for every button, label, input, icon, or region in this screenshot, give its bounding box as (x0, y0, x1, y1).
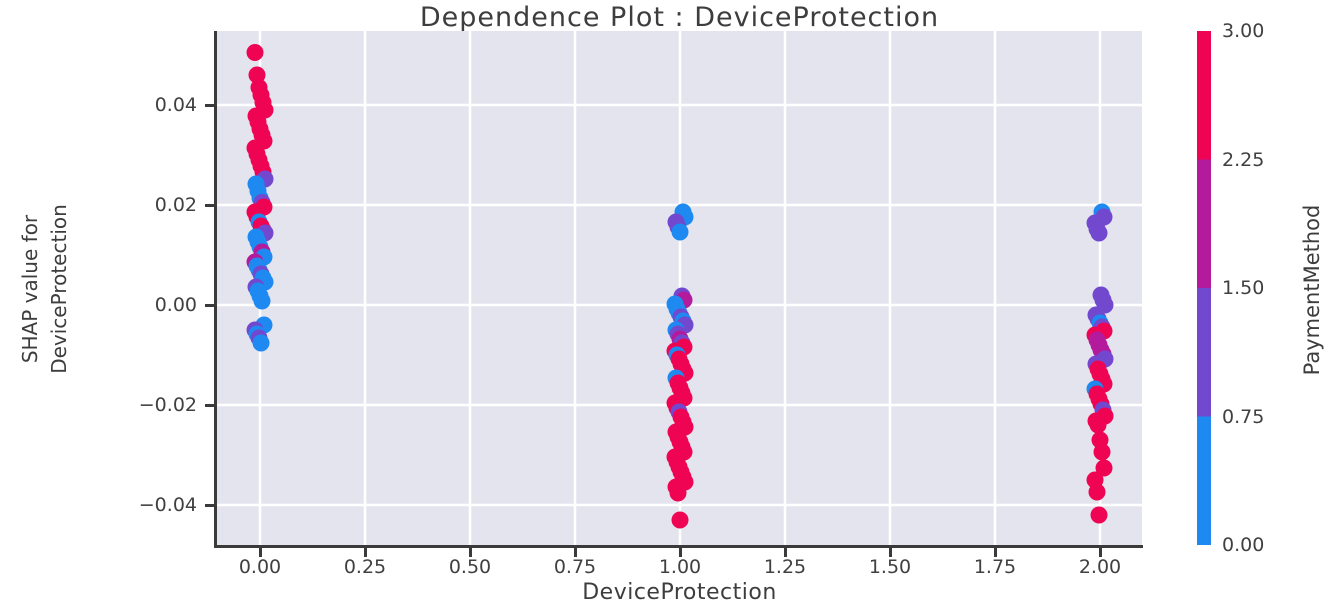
chart-title: Dependence Plot : DeviceProtection (419, 2, 940, 33)
x-tick-label: 2.00 (1078, 556, 1122, 578)
x-tickmark (468, 548, 472, 557)
y-tick-label: 0.04 (154, 94, 197, 116)
x-tick-label: 0.00 (238, 556, 282, 578)
scatter-plot-canvas (217, 31, 1142, 545)
y-tick-label: 0.02 (154, 194, 197, 216)
colorbar-tick-label: 2.25 (1222, 148, 1265, 171)
y-tickmark (205, 103, 214, 107)
x-tickmark (888, 548, 892, 557)
x-tick-label: 1.00 (658, 556, 702, 578)
scatter-point (248, 66, 266, 84)
colorbar (1197, 31, 1211, 545)
x-tickmark (573, 548, 577, 557)
scatter-point (671, 223, 689, 241)
x-tickmark (258, 548, 262, 557)
y-tickmark (205, 403, 214, 407)
y-axis-label-line1: SHAP value for (18, 214, 42, 364)
colorbar-tick-label: 1.50 (1222, 277, 1265, 299)
y-axis-label: SHAP value for DeviceProtection (16, 204, 74, 374)
x-axis-spine (214, 545, 1143, 548)
x-tick-label: 0.75 (553, 556, 597, 578)
scatter-point (1095, 459, 1113, 477)
x-tickmark (783, 548, 787, 557)
plot-area (217, 31, 1142, 545)
scatter-point (1090, 224, 1108, 242)
x-tick-label: 0.50 (448, 556, 492, 578)
y-tick-label: −0.02 (138, 394, 197, 416)
y-tickmark (205, 503, 214, 507)
colorbar-label: PaymentMethod (1300, 204, 1324, 376)
y-tickmark (205, 303, 214, 307)
y-axis-spine (214, 31, 217, 548)
colorbar-tick-label: 3.00 (1222, 20, 1265, 42)
y-tick-label: −0.04 (138, 494, 197, 516)
scatter-point (1090, 506, 1108, 524)
scatter-point (252, 334, 270, 352)
y-tick-label: 0.00 (154, 294, 197, 316)
scatter-point (1093, 443, 1111, 461)
colorbar-tick-label: 0.75 (1222, 405, 1265, 428)
scatter-point (246, 44, 264, 61)
x-tickmark (1098, 548, 1102, 557)
x-tick-label: 1.25 (763, 556, 807, 578)
x-tickmark (678, 548, 682, 557)
x-tickmark (363, 548, 367, 557)
x-tickmark (993, 548, 997, 557)
x-axis-label: DeviceProtection (582, 580, 777, 605)
x-tick-label: 1.75 (973, 556, 1017, 578)
scatter-point (253, 292, 271, 310)
scatter-point (1089, 416, 1107, 434)
scatter-point (669, 484, 687, 502)
y-axis-label-line2: DeviceProtection (47, 204, 71, 374)
colorbar-tick-label: 0.00 (1222, 534, 1265, 556)
x-tick-label: 1.50 (868, 556, 912, 578)
scatter-point (1088, 483, 1106, 501)
y-tickmark (205, 203, 214, 207)
x-tick-label: 0.25 (343, 556, 387, 578)
scatter-point (671, 511, 689, 529)
